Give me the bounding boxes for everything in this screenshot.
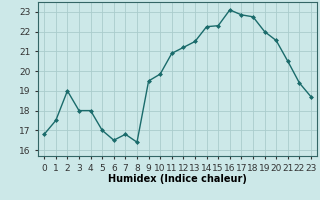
X-axis label: Humidex (Indice chaleur): Humidex (Indice chaleur) [108,174,247,184]
